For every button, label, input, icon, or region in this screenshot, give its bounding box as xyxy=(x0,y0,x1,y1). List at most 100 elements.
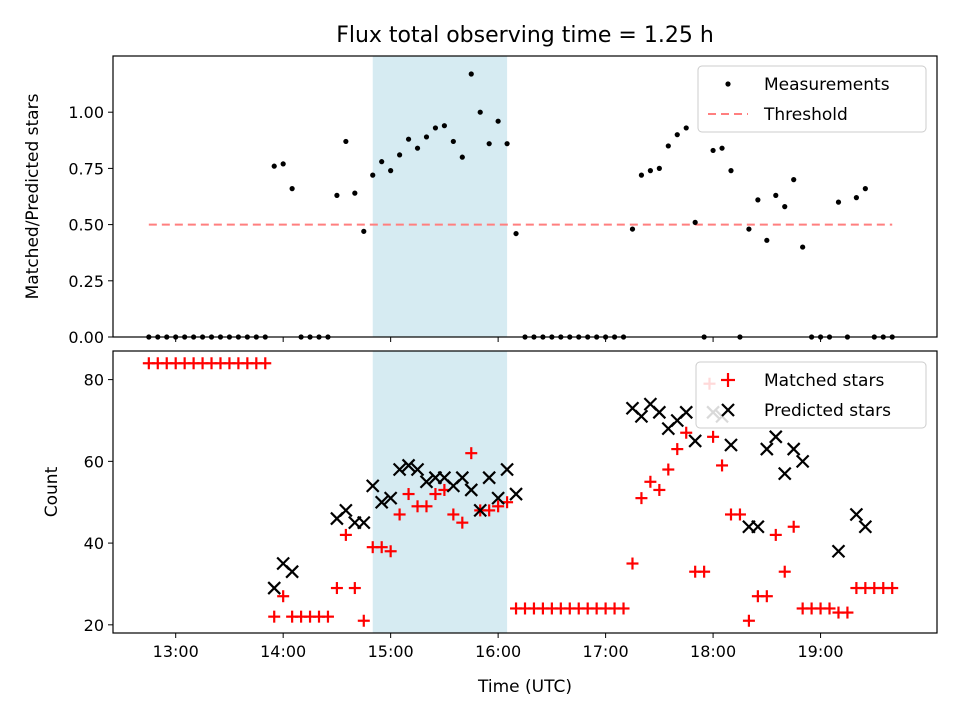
predicted-stars-point xyxy=(769,430,783,444)
measurement-point xyxy=(504,141,510,147)
measurement-point xyxy=(343,138,349,145)
ratio-highlight-span xyxy=(372,56,508,337)
measurement-point xyxy=(647,168,653,174)
measurement-point xyxy=(477,109,483,115)
matched-stars-point xyxy=(787,520,800,533)
predicted-stars-point xyxy=(464,483,479,497)
predicted-stars-point xyxy=(365,479,380,493)
matched-stars-point xyxy=(339,528,352,541)
measurement-point xyxy=(280,161,286,167)
y-tick-label: 0.75 xyxy=(68,159,104,178)
measurement-point xyxy=(361,228,367,234)
measurement-point xyxy=(773,192,779,198)
matched-stars-point xyxy=(742,614,755,627)
measurement-point xyxy=(800,244,806,250)
matched-stars-point xyxy=(778,565,791,578)
measurement-point xyxy=(665,143,671,149)
measurement-point xyxy=(746,226,752,232)
count-y-axis-label: Count xyxy=(42,466,62,517)
predicted-stars-point xyxy=(374,495,389,509)
measurement-point xyxy=(862,186,868,192)
matched-stars-point xyxy=(626,557,639,570)
x-tick-label: 19:00 xyxy=(798,642,844,661)
matched-stars-point xyxy=(823,602,836,615)
count-panel: 20 40 60 80 13:00 14:00 15:00 16:00 17:00 18:00 19… xyxy=(42,350,938,697)
plot-frame xyxy=(112,350,938,634)
x-tick-label: 16:00 xyxy=(475,642,521,661)
y-tick-label: 0.50 xyxy=(68,216,104,235)
measurement-point xyxy=(379,159,385,165)
matched-stars-point xyxy=(348,582,361,595)
predicted-stars-point xyxy=(679,405,693,420)
y-tick-label: 40 xyxy=(84,534,104,553)
predicted-stars-point xyxy=(383,491,398,505)
measurement-point xyxy=(370,172,376,178)
predicted-stars-point xyxy=(285,564,299,579)
matched-stars-point xyxy=(357,614,370,627)
predicted-stars-point xyxy=(688,434,702,448)
matched-stars-point xyxy=(617,602,630,615)
measurement-point xyxy=(629,226,636,232)
predicted-stars-point xyxy=(500,462,514,477)
measurement-point xyxy=(764,237,770,243)
legend-measurements-marker xyxy=(725,81,731,87)
predicted-stars-point xyxy=(455,470,470,485)
measurement-point xyxy=(835,199,842,205)
predicted-stars-point xyxy=(401,458,416,473)
measurement-point xyxy=(352,190,358,196)
ratio-axes: 0.00 0.25 0.50 0.75 1.00 xyxy=(68,55,938,347)
y-tick-label: 20 xyxy=(84,616,104,635)
measurement-point xyxy=(459,154,465,160)
ratio-y-axis-label: Matched/Predicted stars xyxy=(23,93,43,299)
x-tick-label: 13:00 xyxy=(153,642,199,661)
measurement-point xyxy=(432,125,439,131)
matched-stars-point xyxy=(716,459,729,472)
predicted-stars-point xyxy=(786,442,801,456)
matched-stars-point xyxy=(393,508,406,521)
chart-title: Flux total observing time = 1.25 h xyxy=(336,23,714,48)
plot-frame xyxy=(112,55,938,338)
matched-stars-point xyxy=(384,545,397,558)
predicted-stars-point xyxy=(473,503,487,518)
count-axes: 20 40 60 80 13:00 14:00 15:00 16:00 17:00 18:00 19… xyxy=(84,350,938,661)
y-tick-label: 0.25 xyxy=(68,272,104,291)
x-tick-label: 18:00 xyxy=(690,642,736,661)
matched-stars-point xyxy=(259,357,272,370)
matched-stars-point xyxy=(429,488,442,501)
y-tick-label: 60 xyxy=(84,452,104,471)
measurement-point xyxy=(638,172,645,178)
ratio-legend: Measurements Threshold xyxy=(697,65,927,133)
matched-stars-point xyxy=(402,488,415,501)
measurement-point xyxy=(692,219,698,225)
measurement-point xyxy=(423,134,430,140)
matched-stars-point xyxy=(268,610,281,623)
measurement-point xyxy=(656,165,662,171)
x-axis-label: Time (UTC) xyxy=(477,677,572,697)
measurement-point xyxy=(441,123,447,129)
predicted-stars-point xyxy=(777,466,792,481)
matched-stars-point xyxy=(769,528,782,541)
predicted-stars-point xyxy=(831,544,846,559)
measurement-point xyxy=(791,177,797,183)
matched-stars-point xyxy=(760,590,773,603)
matched-stars-point xyxy=(653,483,666,496)
measurement-point xyxy=(513,230,519,237)
legend-predicted-label: Predicted stars xyxy=(764,401,891,421)
measurement-point xyxy=(782,204,788,210)
count-legend-box xyxy=(695,361,927,429)
legend-measurements-label: Measurements xyxy=(764,75,890,95)
measurement-point xyxy=(271,163,277,169)
predicted-stars-point xyxy=(267,581,281,595)
measurement-point xyxy=(334,192,340,198)
matched-stars-point xyxy=(733,508,746,521)
measurement-point xyxy=(289,186,295,192)
measurement-point xyxy=(495,118,501,124)
matched-stars-point xyxy=(483,504,496,517)
y-tick-label: 80 xyxy=(84,371,104,390)
matched-stars-point xyxy=(635,492,648,505)
measurement-point xyxy=(728,168,734,174)
predicted-stars-point xyxy=(795,454,810,469)
legend-threshold-label: Threshold xyxy=(763,105,848,125)
count-legend: Matched stars Predicted stars xyxy=(695,361,927,429)
